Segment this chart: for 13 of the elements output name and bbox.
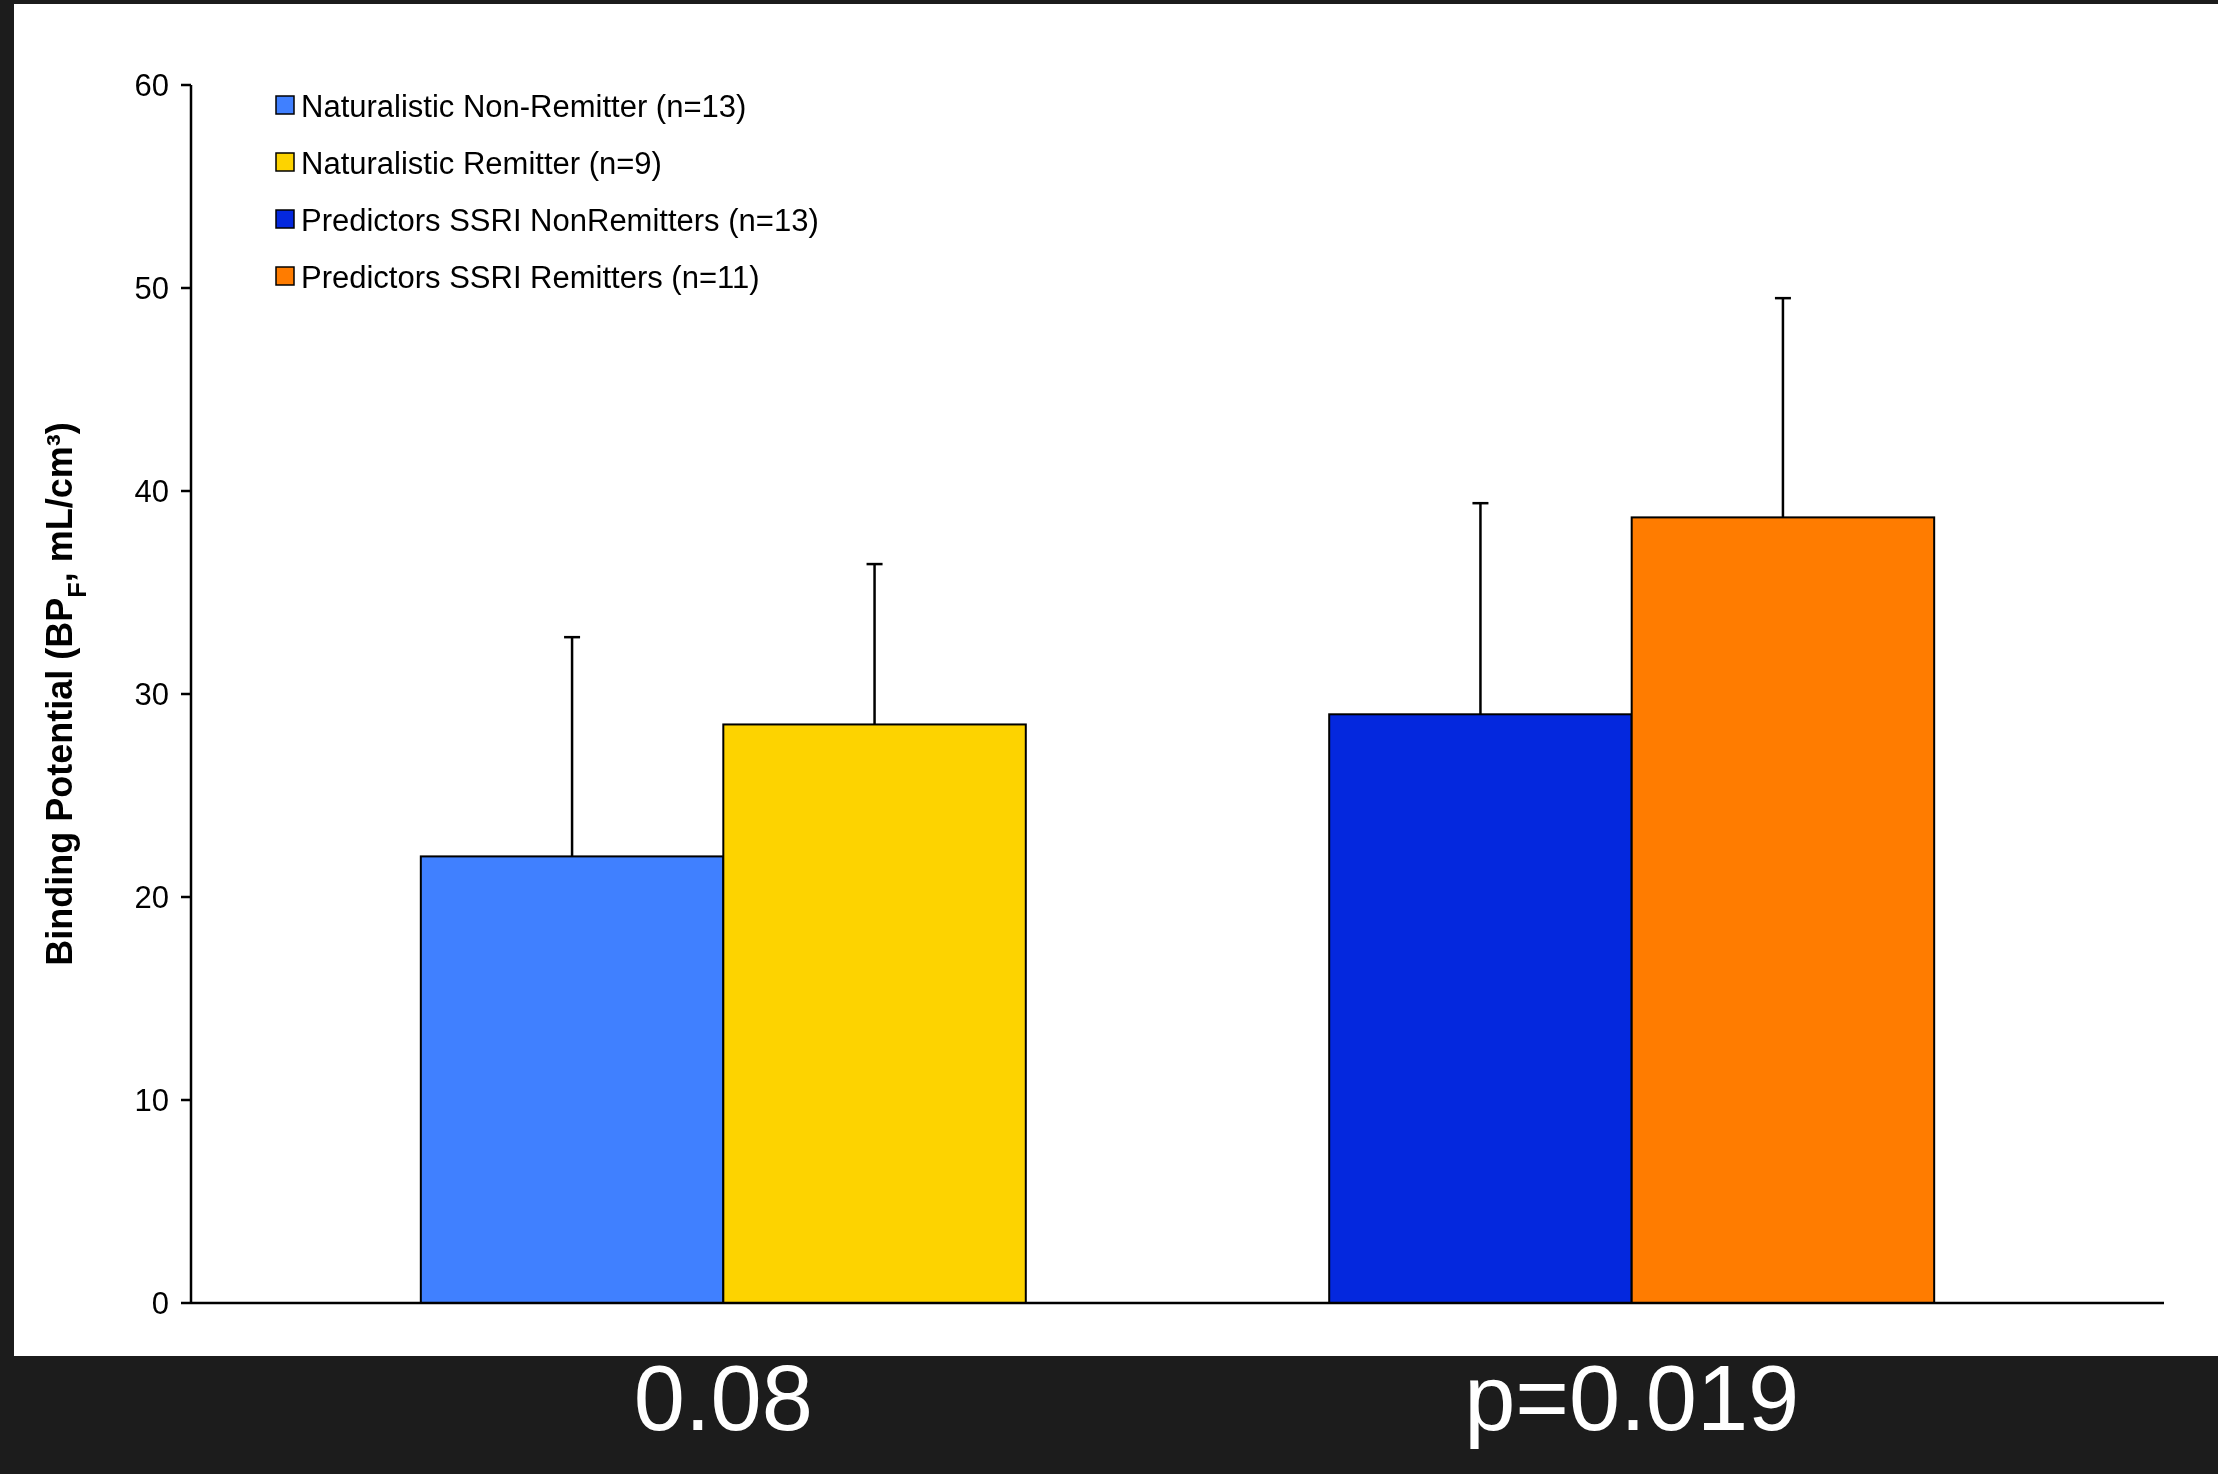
y-tick-label: 0 (151, 1285, 169, 1321)
y-tick-label: 20 (134, 879, 169, 915)
y-tick-label: 60 (134, 67, 169, 103)
legend-label: Predictors SSRI Remitters (n=11) (301, 259, 760, 295)
y-tick-label: 30 (134, 676, 169, 712)
legend-label: Naturalistic Non-Remitter (n=13) (301, 88, 747, 124)
y-tick-label: 40 (134, 473, 169, 509)
text: 0.08 (633, 1347, 813, 1449)
legend-label: Predictors SSRI NonRemitters (n=13) (301, 202, 819, 238)
text: p=0.019 (1464, 1347, 1800, 1449)
legend-label: Naturalistic Remitter (n=9) (301, 145, 662, 181)
y-tick-label: 50 (134, 270, 169, 306)
y-tick-label: 10 (134, 1082, 169, 1118)
